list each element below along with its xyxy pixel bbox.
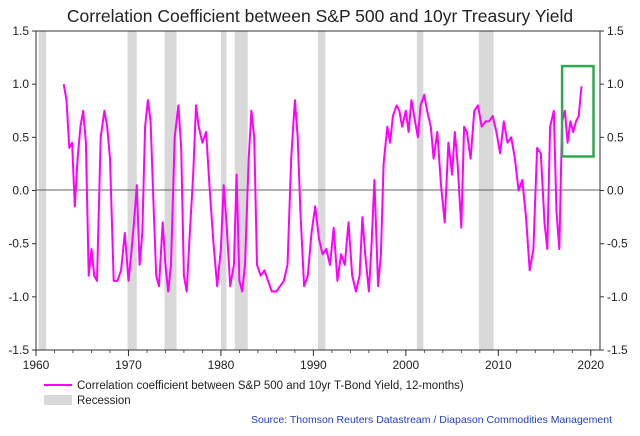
- y-tick-label-left: 0.5: [12, 130, 29, 144]
- y-tick-label-right: -1.0: [607, 290, 628, 304]
- y-tick-label-left: 0.0: [12, 184, 29, 198]
- x-tick-label: 2000: [392, 358, 419, 372]
- y-tick-label-left: -0.5: [8, 237, 29, 251]
- y-tick-label-left: 1.5: [12, 24, 29, 38]
- x-tick-label: 2020: [577, 358, 604, 372]
- y-tick-label-right: 0.5: [607, 130, 624, 144]
- y-tick-label-right: 1.0: [607, 77, 624, 91]
- recession-band: [318, 31, 326, 350]
- y-tick-label-left: 1.0: [12, 77, 29, 91]
- legend: Correlation coefficient between S&P 500 …: [44, 380, 464, 407]
- y-tick-label-right: -1.5: [607, 343, 628, 357]
- recession-bands: [38, 31, 494, 350]
- axes: 1.5 1.0 0.5 0.0 -0.5 -1.0 -1.5 1.5 1.0 0.5 0.0 -0.5…: [8, 24, 628, 372]
- legend-recession-label: Recession: [77, 395, 131, 407]
- recession-band: [416, 31, 424, 350]
- recession-band: [127, 31, 137, 350]
- x-tick-label: 1980: [208, 358, 235, 372]
- y-tick-label-left: -1.0: [8, 290, 29, 304]
- x-tick-label: 1970: [115, 358, 142, 372]
- highlight-box: [560, 64, 595, 158]
- recession-band: [38, 31, 47, 350]
- source-note: Source: Thomson Reuters Datastream / Dia…: [251, 414, 612, 426]
- x-tick-label: 1990: [300, 358, 327, 372]
- legend-series-label: Correlation coefficient between S&P 500 …: [77, 380, 464, 392]
- y-tick-label-right: 0.0: [607, 184, 624, 198]
- y-tick-label-right: 1.5: [607, 24, 624, 38]
- legend-recession-swatch: [44, 395, 72, 405]
- correlation-series-line: [62, 84, 583, 293]
- x-tick-label: 2010: [485, 358, 512, 372]
- x-tick-label: 1960: [23, 358, 50, 372]
- chart-title: Correlation Coefficient between S&P 500 …: [67, 6, 573, 26]
- y-tick-label-right: -0.5: [607, 237, 628, 251]
- y-tick-label-left: -1.5: [8, 343, 29, 357]
- recession-band: [478, 31, 494, 350]
- recession-band: [164, 31, 177, 350]
